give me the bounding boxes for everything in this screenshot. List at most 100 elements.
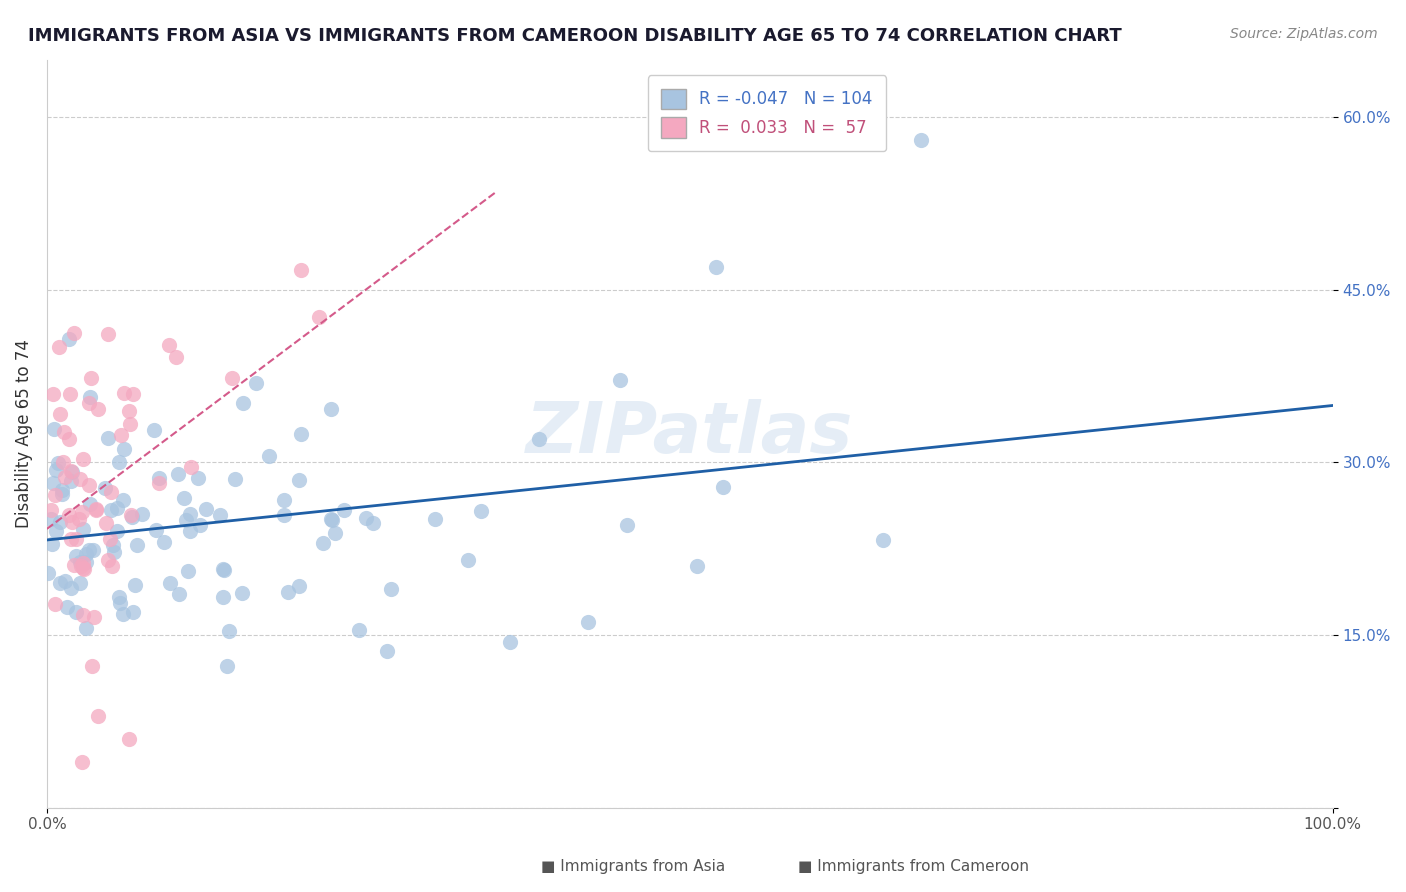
Point	[65, 532, 87, 546]
Point	[100, 485, 122, 500]
Point	[616, 518, 638, 533]
Point	[277, 585, 299, 599]
Y-axis label: Disability Age 65 to 74: Disability Age 65 to 74	[15, 339, 32, 528]
Point	[80, 659, 103, 673]
Point	[63, 326, 86, 341]
Point	[245, 376, 267, 391]
Point	[121, 605, 143, 619]
Point	[59, 475, 82, 489]
Point	[872, 533, 894, 548]
Point	[145, 523, 167, 537]
Point	[179, 524, 201, 538]
Point	[60, 533, 83, 547]
Point	[77, 542, 100, 557]
Point	[112, 442, 135, 456]
Text: IMMIGRANTS FROM ASIA VS IMMIGRANTS FROM CAMEROON DISABILITY AGE 65 TO 74 CORRELA: IMMIGRANTS FROM ASIA VS IMMIGRANTS FROM …	[28, 27, 1122, 45]
Point	[120, 508, 142, 522]
Point	[332, 503, 354, 517]
Point	[704, 260, 727, 274]
Point	[127, 538, 149, 552]
Point	[75, 548, 97, 562]
Point	[75, 622, 97, 636]
Point	[361, 516, 384, 531]
Point	[179, 507, 201, 521]
Point	[107, 455, 129, 469]
Point	[83, 609, 105, 624]
Point	[98, 533, 121, 547]
Point	[157, 338, 180, 352]
Point	[73, 562, 96, 576]
Point	[100, 559, 122, 574]
Point	[470, 504, 492, 518]
Point	[194, 501, 217, 516]
Point	[72, 522, 94, 536]
Point	[69, 575, 91, 590]
Point	[82, 543, 104, 558]
Point	[52, 425, 75, 440]
Point	[312, 535, 335, 549]
Point	[321, 511, 343, 525]
Point	[105, 501, 128, 516]
Point	[77, 478, 100, 492]
Point	[55, 470, 77, 484]
Point	[44, 597, 66, 611]
Point	[167, 467, 190, 482]
Point	[212, 563, 235, 577]
Point	[218, 624, 240, 639]
Point	[165, 351, 187, 365]
Point	[55, 600, 77, 615]
Point	[354, 511, 377, 525]
Point	[52, 455, 75, 469]
Point	[58, 332, 80, 346]
Point	[72, 560, 94, 574]
Point	[380, 582, 402, 596]
Point	[273, 508, 295, 523]
Point	[97, 431, 120, 445]
Point	[67, 512, 90, 526]
Point	[58, 508, 80, 522]
Point	[167, 587, 190, 601]
Point	[221, 371, 243, 385]
Point	[290, 263, 312, 277]
Point	[375, 644, 398, 658]
Point	[609, 373, 631, 387]
Point	[910, 133, 932, 147]
Point	[60, 465, 83, 479]
Point	[51, 483, 73, 498]
Point	[153, 534, 176, 549]
Point	[72, 608, 94, 623]
Point	[72, 451, 94, 466]
Point	[177, 564, 200, 578]
Point	[70, 558, 93, 573]
Point	[173, 491, 195, 505]
Point	[59, 386, 82, 401]
Point	[117, 731, 139, 746]
Point	[110, 428, 132, 442]
Point	[273, 493, 295, 508]
Point	[96, 516, 118, 530]
Point	[288, 473, 311, 487]
Point	[87, 708, 110, 723]
Point	[72, 755, 94, 769]
Point	[86, 401, 108, 416]
Point	[143, 423, 166, 437]
Point	[41, 537, 63, 551]
Point	[224, 472, 246, 486]
Point	[208, 508, 231, 523]
Point	[148, 471, 170, 485]
Point	[290, 427, 312, 442]
Point	[59, 465, 82, 479]
Point	[231, 586, 253, 600]
Point	[232, 396, 254, 410]
Point	[159, 576, 181, 591]
Point	[51, 486, 73, 500]
Point	[527, 433, 550, 447]
Point	[39, 512, 62, 526]
Point	[48, 575, 70, 590]
Point	[48, 340, 70, 354]
Point	[212, 562, 235, 576]
Point	[65, 606, 87, 620]
Point	[211, 590, 233, 604]
Point	[42, 386, 65, 401]
Point	[287, 579, 309, 593]
